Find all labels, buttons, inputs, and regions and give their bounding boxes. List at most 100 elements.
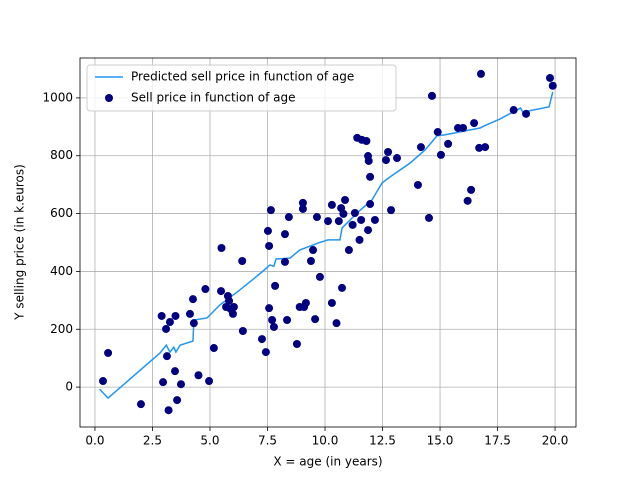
scatter-point: [312, 213, 321, 222]
scatter-point: [283, 316, 292, 325]
scatter-point: [269, 322, 278, 331]
scatter-point: [338, 283, 347, 292]
scatter-point: [298, 204, 307, 213]
plot-frame: [79, 57, 577, 428]
scatter-point: [157, 311, 166, 320]
scatter-point: [159, 378, 168, 387]
legend-label: Predicted sell price in function of age: [131, 70, 354, 84]
scatter-point: [268, 316, 277, 325]
scatter-point: [476, 69, 485, 78]
legend: Predicted sell price in function of age S…: [86, 64, 397, 112]
scatter-point: [228, 309, 237, 318]
y-tick-label: 0: [65, 380, 73, 394]
scatter-point: [324, 217, 332, 226]
scatter-point: [350, 209, 359, 218]
scatter-point: [104, 348, 113, 357]
scatter-point: [433, 128, 442, 137]
scatter-point: [205, 377, 214, 386]
scatter-point: [188, 295, 197, 304]
scatter-point: [341, 195, 350, 204]
scatter-point: [194, 371, 203, 380]
scatter-point: [238, 326, 247, 335]
x-tick-label: 12.5: [369, 434, 396, 448]
scatter-point: [217, 243, 226, 252]
scatter-point: [548, 81, 557, 90]
scatter-point: [257, 335, 266, 344]
scatter-point: [463, 196, 472, 205]
scatter-point: [481, 143, 490, 152]
scatter-point: [362, 136, 371, 145]
scatter-point: [280, 257, 289, 266]
scatter-point: [176, 380, 185, 389]
scatter-point: [162, 352, 171, 361]
scatter-point: [413, 180, 422, 189]
scatter-point: [334, 217, 343, 226]
scatter-point: [162, 324, 171, 333]
scatter-point: [263, 226, 272, 235]
scatter-point: [99, 377, 108, 386]
scatter-point: [266, 206, 275, 215]
scatter-point: [265, 241, 274, 250]
scatter-point: [387, 206, 396, 215]
scatter-point: [292, 340, 301, 349]
scatter-point: [357, 215, 366, 224]
scatter-point: [225, 296, 234, 305]
scatter-point: [393, 154, 402, 163]
scatter-point: [171, 367, 180, 376]
scatter-point: [339, 209, 348, 218]
scatter-point: [332, 319, 341, 328]
y-axis-label: Y selling price (in k.euros): [13, 164, 27, 321]
scatter-point: [470, 119, 479, 128]
scatter-point: [298, 198, 307, 207]
scatter-point: [444, 139, 453, 148]
scatter-point: [427, 91, 436, 100]
scatter-point: [185, 309, 194, 318]
y-tick-label: 600: [50, 206, 73, 220]
scatter-point: [284, 213, 293, 222]
scatter-point: [344, 246, 353, 255]
scatter-point: [348, 220, 357, 229]
scatter-point: [546, 73, 555, 82]
x-tick-label: 7.5: [258, 434, 277, 448]
scatter-point: [364, 156, 373, 165]
scatter-point: [509, 106, 518, 115]
scatter-point: [327, 200, 336, 209]
scatter-point: [384, 147, 393, 156]
scatter-point: [459, 123, 468, 132]
x-tick-label: 20.0: [542, 434, 569, 448]
x-tick-label: 5.0: [200, 434, 219, 448]
scatter-point: [229, 302, 238, 311]
scatter-point: [475, 143, 484, 152]
scatter-point: [381, 156, 390, 165]
x-tick-label: 2.5: [143, 434, 162, 448]
scatter-point: [201, 285, 210, 294]
legend-label: Sell price in function of age: [131, 91, 295, 105]
x-tick-label: 10.0: [312, 434, 339, 448]
legend-box: [86, 64, 397, 112]
x-axis-label: X = age (in years): [273, 455, 382, 469]
scatter-point: [370, 215, 379, 224]
scatter-point: [311, 315, 320, 324]
scatter-point: [309, 246, 318, 255]
scatter-point: [189, 319, 198, 328]
x-tick-label: 17.5: [484, 434, 511, 448]
scatter-point: [271, 281, 280, 290]
scatter-point: [416, 143, 425, 152]
scatter-point: [261, 348, 270, 357]
scatter-point: [301, 298, 310, 307]
scatter-point: [306, 257, 315, 266]
scatter-point: [173, 396, 182, 405]
scatter-point: [238, 257, 247, 266]
scatter-point: [265, 304, 274, 313]
scatter-point: [171, 311, 180, 320]
scatter-point: [364, 226, 373, 235]
scatter-point: [366, 172, 375, 181]
scatter-point: [136, 400, 145, 409]
scatter-point: [467, 185, 476, 194]
scatter-point: [424, 213, 433, 222]
scatter-point: [280, 230, 289, 239]
legend-swatch: [105, 94, 113, 102]
scatter-point: [217, 287, 226, 296]
x-tick-label: 15.0: [427, 434, 454, 448]
